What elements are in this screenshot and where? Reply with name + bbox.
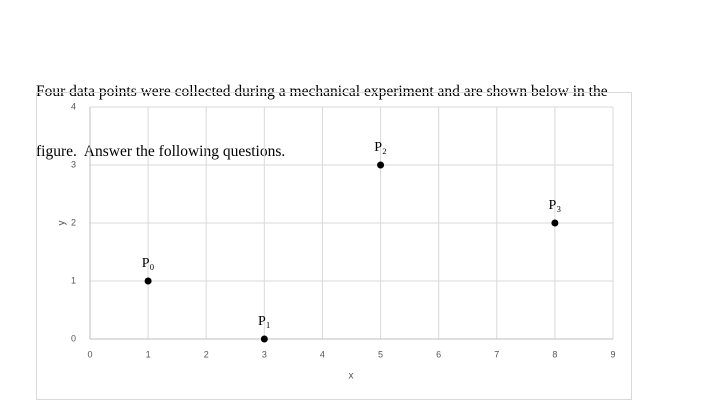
point-label: P₃ [549,198,562,213]
point [260,335,268,343]
point-label: P₁ [258,314,271,329]
point [551,219,559,227]
x-tick-label: 9 [610,349,615,359]
x-tick-label: 3 [262,349,267,359]
y-tick-label: 3 [71,159,76,169]
question-line: figure. Answer the following questions. [36,143,286,160]
x-tick-label: 8 [552,349,557,359]
x-tick-label: 0 [87,349,92,359]
y-tick-label: 1 [71,275,76,285]
question-line: Four data points were collected during a… [36,83,608,100]
x-tick-label: 4 [320,349,325,359]
y-tick-label: 0 [71,333,76,343]
point [144,277,152,285]
x-tick-label: 1 [146,349,151,359]
point-label: P₂ [374,140,387,155]
x-tick-label: 6 [436,349,441,359]
x-tick-label: 2 [204,349,209,359]
x-tick-label: 5 [378,349,383,359]
chart-frame [36,92,632,400]
y-tick-label: 2 [71,217,76,227]
x-axis-label: x [349,371,354,382]
y-axis-label: y [57,221,68,226]
point [377,161,385,169]
question: Four data points were collected during a… [36,42,608,182]
x-tick-label: 7 [494,349,499,359]
y-tick-label: 4 [71,101,76,111]
point-label: P₀ [142,256,155,271]
